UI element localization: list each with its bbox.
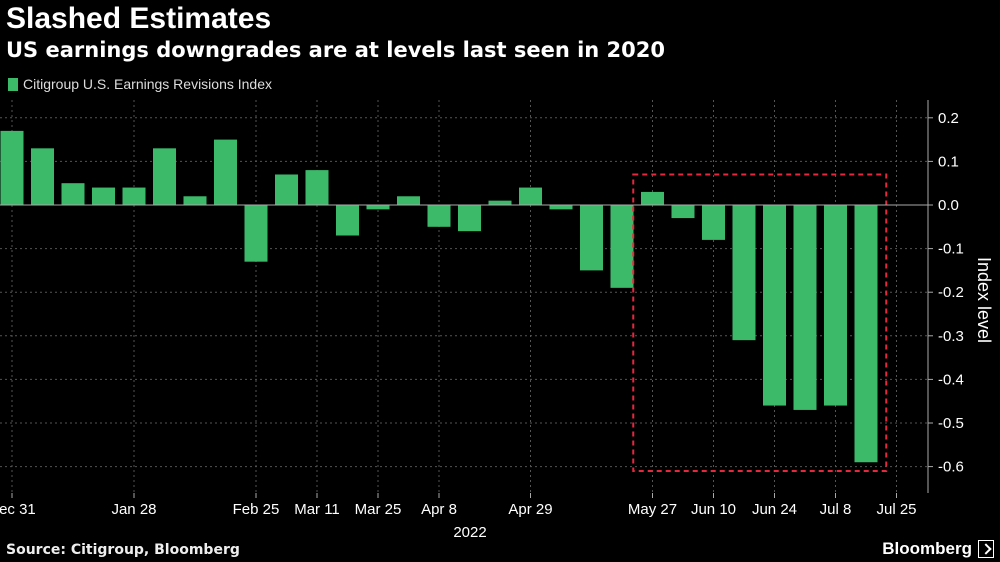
bar [824,205,847,406]
x-tick-label: Jul 8 [820,501,852,518]
bar [336,205,359,236]
bar [488,200,512,205]
logo-text: Bloomberg [882,539,972,558]
bar [183,196,207,205]
bar [580,205,603,271]
x-axis-label: 2022 [453,524,486,541]
y-tick-label: 0.0 [938,197,959,214]
bar [854,205,878,463]
x-tick-label: Mar 25 [355,501,402,518]
x-tick-label: Feb 25 [233,501,280,518]
bar [610,205,634,288]
bar [92,187,115,205]
tick-labels: 0.2 0.1 0.0 -0.1 -0.2 -0.3 -0.4 -0.5 -0.6 Dec 31 J… [0,110,994,541]
x-tick-label: Apr 29 [508,501,552,518]
source-note: Source: Citigroup, Bloomberg [6,542,240,558]
bar [397,196,420,205]
bar [671,205,695,219]
y-tick-label: 0.2 [938,110,959,127]
chart-title: Slashed Estimates [6,2,272,35]
bar [641,191,664,205]
bar [549,205,573,210]
bar [305,170,329,205]
bar [244,205,268,262]
highlight-box [632,173,888,472]
y-tick-label: -0.5 [938,415,964,432]
y-tick-label: -0.3 [938,328,964,345]
x-tick-label: Jun 24 [752,501,797,518]
x-tick-label: Jun 10 [691,501,736,518]
x-tick-label: Jan 28 [111,501,156,518]
bar [0,130,24,205]
bar [214,139,237,205]
axes [0,100,933,498]
chart-subtitle: US earnings downgrades are at levels las… [6,38,666,62]
bar [732,205,756,341]
y-tick-label: -0.1 [938,241,964,258]
bar [153,148,176,205]
bars [0,130,878,463]
grid-lines [0,100,928,493]
y-tick-label: -0.4 [938,371,964,388]
legend-label: Citigroup U.S. Earnings Revisions Index [23,76,273,92]
legend-swatch [8,77,18,91]
bar [763,205,786,406]
bloomberg-logo: Bloomberg [882,539,994,559]
bar [122,187,146,205]
logo-icon [978,540,994,558]
bar [458,205,481,232]
bar [519,187,542,205]
x-tick-label: Apr 8 [421,501,457,518]
bar [31,148,54,205]
x-tick-label: May 27 [628,501,677,518]
bar [427,205,451,227]
x-tick-label: Jul 25 [876,501,916,518]
highlight-box-group [632,173,888,472]
bar [61,183,85,205]
x-tick-label: Mar 11 [294,501,340,518]
y-tick-label: 0.1 [938,153,959,170]
y-axis-label: Index level [974,257,994,343]
y-tick-label: -0.2 [938,284,964,301]
x-tick-label: Dec 31 [0,501,36,518]
bar [275,174,298,205]
legend: Citigroup U.S. Earnings Revisions Index [8,76,272,92]
bar [366,205,390,210]
bar [702,205,725,240]
bar [793,205,817,410]
y-tick-label: -0.6 [938,459,964,476]
